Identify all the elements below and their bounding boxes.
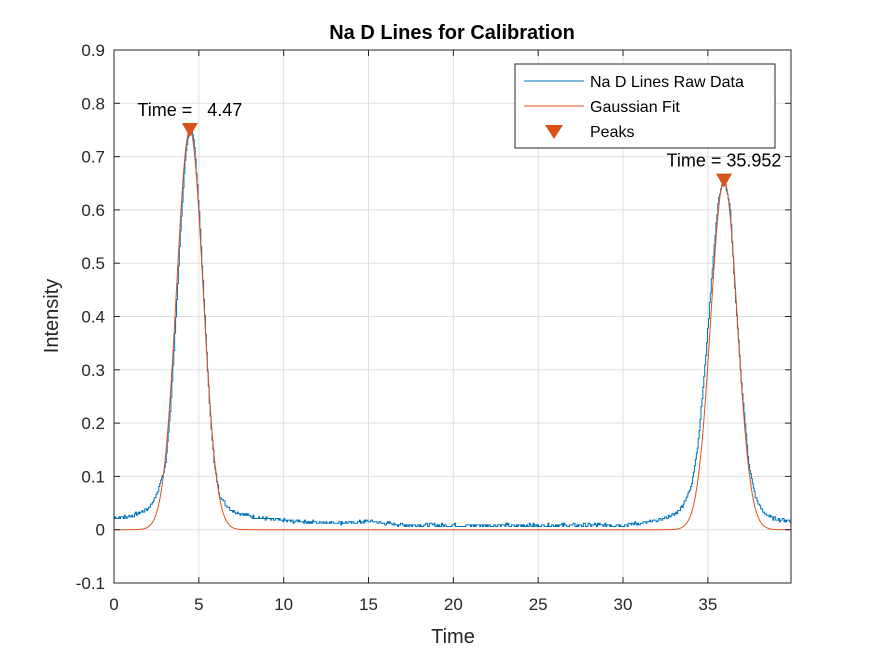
y-axis-label: Intensity xyxy=(41,279,63,353)
y-tick-label: 0.4 xyxy=(81,308,105,327)
annotations: Time = 4.47 Time = 35.952 xyxy=(137,100,781,171)
legend-label-raw: Na D Lines Raw Data xyxy=(590,74,744,91)
peak-marker xyxy=(716,173,733,188)
peak-annotation: Time = 4.47 xyxy=(137,100,242,120)
y-tick-label: 0.8 xyxy=(81,94,105,113)
y-tick-label: 0.5 xyxy=(81,254,105,273)
x-axis-label: Time xyxy=(431,626,475,648)
x-tick-label: 20 xyxy=(444,595,463,614)
legend-swatch-peaks xyxy=(545,125,563,139)
x-tick-label: 30 xyxy=(614,595,633,614)
x-tick-label: 15 xyxy=(359,595,378,614)
x-tick-label: 10 xyxy=(274,595,293,614)
y-tick-label: 0 xyxy=(96,521,105,540)
x-tick-label: 25 xyxy=(529,595,548,614)
x-tick-label: 5 xyxy=(194,595,203,614)
series-raw-data-line xyxy=(114,124,792,527)
legend-label-fit: Gaussian Fit xyxy=(590,99,680,116)
y-tick-label: 0.1 xyxy=(81,467,105,486)
ticks: 0 5 10 15 20 25 30 35-0.100.10.20.30.40.50.60.7… xyxy=(76,41,791,614)
x-tick-label: 0 xyxy=(109,595,118,614)
peak-annotation: Time = 35.952 xyxy=(667,151,782,171)
plot-area xyxy=(114,122,792,531)
y-tick-label: 0.2 xyxy=(81,414,105,433)
legend-label-peaks: Peaks xyxy=(590,124,634,141)
chart-title: Na D Lines for Calibration xyxy=(329,22,575,44)
y-tick-label: -0.1 xyxy=(76,574,105,593)
x-tick-label: 35 xyxy=(698,595,717,614)
series-gaussian-fit-line xyxy=(114,129,791,531)
legend: Na D Lines Raw Data Gaussian Fit Peaks xyxy=(514,63,776,149)
y-tick-label: 0.7 xyxy=(81,148,105,167)
peak-marker xyxy=(181,122,198,137)
y-tick-label: 0.9 xyxy=(81,41,105,60)
y-tick-label: 0.6 xyxy=(81,201,105,220)
y-tick-label: 0.3 xyxy=(81,361,105,380)
